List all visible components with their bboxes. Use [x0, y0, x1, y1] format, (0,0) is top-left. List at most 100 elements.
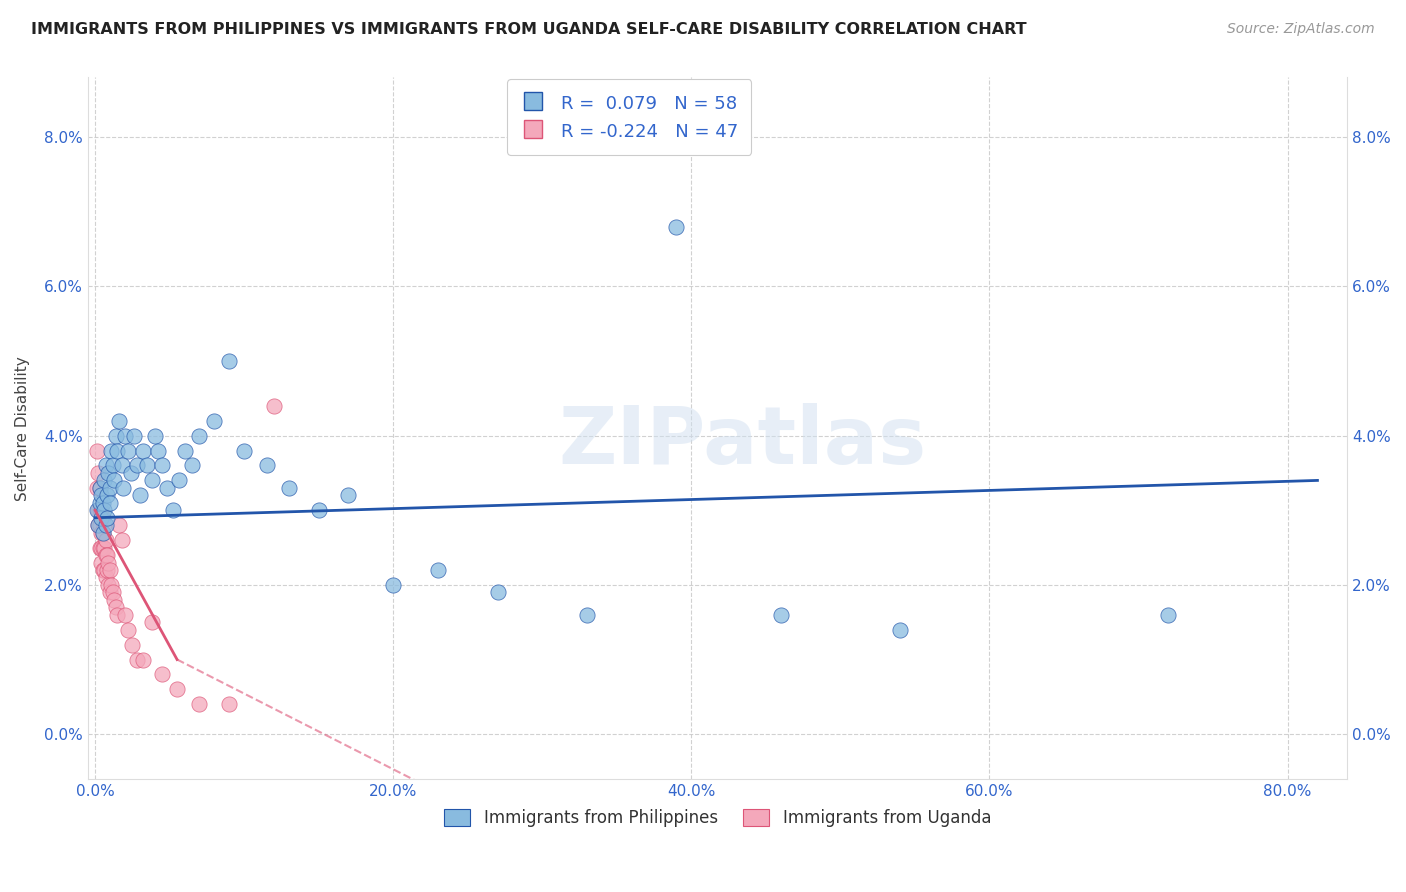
Point: [769, 607, 792, 622]
Point: [308, 503, 330, 517]
Point: [96, 548, 118, 562]
Point: [90, 488, 112, 502]
Point: [111, 533, 134, 548]
Point: [90, 556, 112, 570]
Text: IMMIGRANTS FROM PHILIPPINES VS IMMIGRANTS FROM UGANDA SELF-CARE DISABILITY CORRE: IMMIGRANTS FROM PHILIPPINES VS IMMIGRANT…: [31, 22, 1026, 37]
Point: [188, 428, 211, 442]
Point: [114, 428, 136, 442]
Point: [143, 428, 166, 442]
Point: [112, 481, 135, 495]
Point: [94, 458, 117, 473]
Point: [94, 533, 117, 548]
Point: [1157, 607, 1180, 622]
Point: [173, 443, 195, 458]
Point: [120, 466, 142, 480]
Point: [146, 443, 169, 458]
Point: [103, 474, 125, 488]
Point: [93, 563, 115, 577]
Point: [128, 488, 150, 502]
Point: [114, 607, 136, 622]
Point: [218, 698, 240, 712]
Point: [97, 466, 120, 480]
Point: [263, 399, 285, 413]
Point: [108, 414, 131, 428]
Point: [256, 458, 278, 473]
Point: [90, 503, 112, 517]
Point: [98, 496, 121, 510]
Point: [94, 548, 117, 562]
Point: [100, 578, 122, 592]
Point: [150, 458, 173, 473]
Point: [89, 541, 111, 555]
Point: [93, 541, 115, 555]
Point: [89, 481, 111, 495]
Point: [91, 510, 114, 524]
Point: [104, 600, 127, 615]
Point: [87, 466, 110, 480]
Point: [90, 510, 112, 524]
Legend: Immigrants from Philippines, Immigrants from Uganda: Immigrants from Philippines, Immigrants …: [437, 802, 998, 834]
Point: [86, 443, 108, 458]
Y-axis label: Self-Care Disability: Self-Care Disability: [15, 356, 30, 500]
Point: [117, 443, 139, 458]
Point: [181, 458, 204, 473]
Point: [337, 488, 360, 502]
Point: [141, 474, 163, 488]
Point: [91, 496, 114, 510]
Point: [382, 578, 405, 592]
Point: [107, 443, 129, 458]
Text: ZIPatlas: ZIPatlas: [558, 403, 927, 481]
Point: [91, 525, 114, 540]
Point: [91, 525, 114, 540]
Point: [86, 481, 108, 495]
Point: [93, 518, 115, 533]
Point: [121, 638, 143, 652]
Point: [89, 503, 111, 517]
Point: [125, 652, 148, 666]
Point: [150, 667, 173, 681]
Point: [90, 525, 112, 540]
Point: [136, 458, 159, 473]
Point: [486, 585, 509, 599]
Point: [426, 563, 449, 577]
Point: [91, 541, 114, 555]
Point: [87, 518, 110, 533]
Point: [96, 488, 118, 502]
Point: [93, 503, 115, 517]
Point: [156, 481, 179, 495]
Point: [87, 518, 110, 533]
Point: [233, 443, 256, 458]
Point: [86, 503, 108, 517]
Point: [87, 503, 110, 517]
Point: [89, 518, 111, 533]
Point: [94, 570, 117, 584]
Point: [104, 428, 127, 442]
Point: [96, 563, 118, 577]
Point: [98, 563, 121, 577]
Point: [166, 682, 188, 697]
Point: [889, 623, 911, 637]
Point: [107, 607, 129, 622]
Point: [111, 458, 134, 473]
Point: [576, 607, 599, 622]
Point: [101, 458, 124, 473]
Point: [103, 592, 125, 607]
Point: [132, 443, 155, 458]
Point: [122, 428, 145, 442]
Point: [141, 615, 163, 630]
Point: [132, 652, 155, 666]
Point: [218, 354, 240, 368]
Point: [167, 474, 190, 488]
Point: [125, 458, 148, 473]
Point: [188, 698, 211, 712]
Point: [101, 585, 124, 599]
Point: [98, 481, 121, 495]
Point: [108, 518, 131, 533]
Point: [90, 541, 112, 555]
Point: [162, 503, 184, 517]
Point: [202, 414, 225, 428]
Point: [91, 563, 114, 577]
Point: [277, 481, 299, 495]
Point: [93, 474, 115, 488]
Point: [89, 481, 111, 495]
